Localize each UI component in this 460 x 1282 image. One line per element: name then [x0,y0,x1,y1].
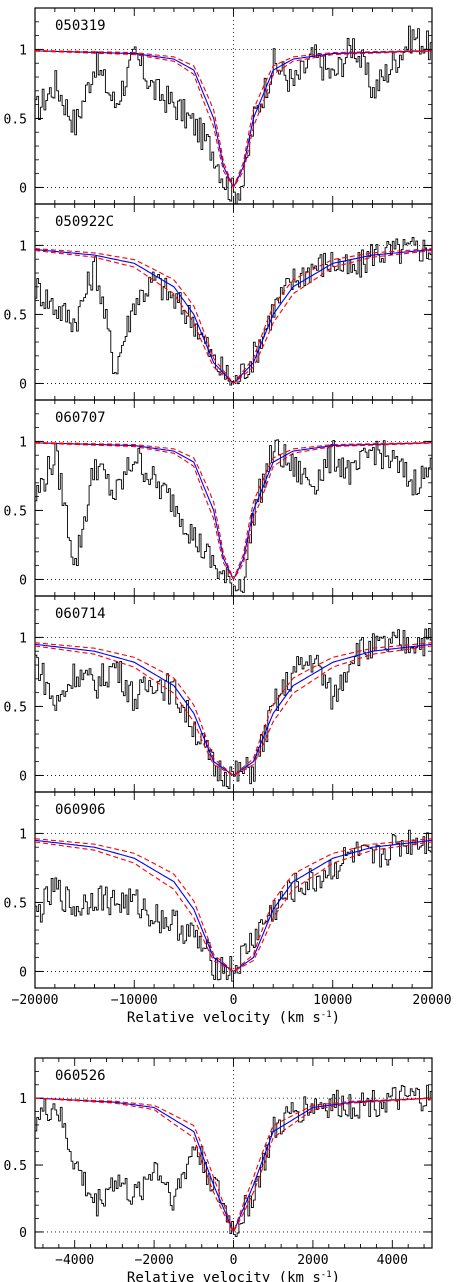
panel-5: 0 0.5 1 −4000 −2000 0 2000 4000 Relative velocit… [4,1057,433,1282]
panel-title: 050319 [55,18,106,34]
fit-lower-bound [35,249,432,385]
spectrum-histogram [35,237,432,386]
plot-area [35,237,432,386]
fit-curve [35,1097,432,1234]
x-tick-label: 0 [230,1253,238,1268]
panel-3: 0 0.5 1 060714 [4,595,433,793]
spectrum-histogram [35,1084,432,1237]
fit-upper-bound [35,838,432,973]
y-tick-label: 0.5 [4,504,27,519]
panel-2: 0 0.5 1 060707 [4,399,433,597]
fit-lower-bound [35,645,432,777]
y-tick-label: 0 [19,573,27,588]
plot-area [35,25,432,204]
axis-frame [34,595,433,793]
spectrum-histogram [35,627,432,790]
panel-title: 060906 [55,802,106,818]
panel-1: 0 0.5 1 050922C [4,203,433,401]
fit-upper-bound [35,642,432,777]
x-tick-label: 10000 [313,993,352,1008]
y-tick-label: 1 [19,631,27,646]
x-tick-label: 20000 [412,993,451,1008]
axis-frame [34,399,433,597]
axis-frame [34,791,433,989]
y-tick-label: 0 [19,965,27,980]
spectrum-histogram [35,25,432,204]
x-tick-label: 2000 [297,1253,328,1268]
plot-area [35,829,432,982]
x-tick-label: −20000 [12,993,59,1008]
fit-upper-bound [35,1097,432,1234]
panel-title: 060707 [55,410,106,426]
axis-frame [34,7,433,205]
y-tick-label: 1 [19,1092,27,1107]
plot-area [35,1084,432,1237]
y-tick-label: 1 [19,435,27,450]
y-tick-label: 1 [19,827,27,842]
y-tick-label: 0 [19,769,27,784]
axis-frame [34,203,433,401]
fit-lower-bound [35,50,432,189]
x-tick-label: 0 [230,993,238,1008]
fit-curve [35,643,432,777]
y-tick-label: 0 [19,377,27,392]
y-tick-label: 0 [19,181,27,196]
x-tick-label: −2000 [135,1253,174,1268]
panel-title: 060714 [55,606,106,622]
panel-title: 050922C [55,214,114,230]
spectrum-histogram [35,439,432,596]
fit-upper-bound [35,49,432,189]
y-tick-label: 0 [19,1226,27,1241]
y-tick-label: 0.5 [4,700,27,715]
x-tick-label: −10000 [111,993,158,1008]
panel-0: 0 0.5 1 050319 [4,7,433,205]
fit-lower-bound [35,841,432,973]
panel-title: 060526 [55,1068,106,1084]
plot-area [35,627,432,790]
fit-curve [35,50,432,189]
y-tick-label: 1 [19,43,27,58]
x-axis-label: Relative velocity (km s-1) [127,1010,340,1026]
x-tick-label: 4000 [377,1253,408,1268]
y-tick-label: 0.5 [4,112,27,127]
y-tick-label: 0.5 [4,308,27,323]
y-tick-label: 0.5 [4,1159,27,1174]
panel-4: 0 0.5 1 −20000 −10000 0 10000 20000 Relative vel… [4,791,452,1026]
plot-area [35,439,432,596]
x-axis-label: Relative velocity (km s-1) [127,1270,340,1282]
fit-curve [35,839,432,973]
fit-lower-bound [35,1097,432,1234]
fit-lower-bound [35,442,432,581]
y-tick-label: 1 [19,239,27,254]
y-tick-label: 0.5 [4,896,27,911]
x-tick-label: −4000 [55,1253,94,1268]
